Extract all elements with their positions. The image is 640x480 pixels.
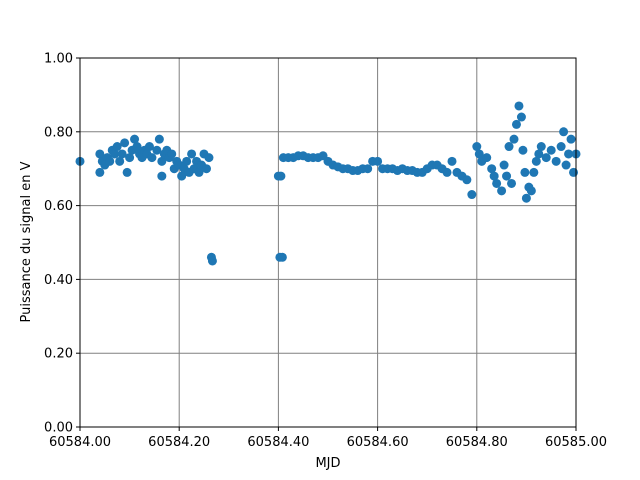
point [110,149,120,159]
point [147,153,157,163]
point [502,171,512,181]
point [442,167,452,177]
x-tick-label: 60584.00 [49,435,111,450]
point [497,186,507,196]
point [514,101,524,111]
point [204,153,214,163]
point [373,156,383,166]
x-tick-label: 60584.80 [446,435,508,450]
point [187,149,197,159]
point [472,142,482,152]
point [551,156,561,166]
point [556,142,566,152]
point [201,164,211,174]
point [157,171,167,181]
y-tick-label: 0.60 [44,199,73,214]
point [511,119,521,129]
point [509,134,519,144]
x-tick-label: 60585.00 [545,435,607,450]
point [521,193,531,203]
y-tick-label: 0.20 [44,347,73,362]
point [125,153,135,163]
y-tick-label: 0.40 [44,273,73,288]
point [447,156,457,166]
point [277,252,287,262]
y-tick-label: 0.00 [44,421,73,436]
point [487,164,497,174]
point [157,156,167,166]
point [518,145,528,155]
x-axis-label: MJD [315,456,340,471]
y-axis-label: Puissance du signal en V [19,161,34,322]
point [95,149,105,159]
point [516,112,526,122]
y-tick-label: 1.00 [44,52,73,67]
point [154,134,164,144]
point [194,167,204,177]
point [120,138,130,148]
y-tick-label: 0.80 [44,125,73,140]
point [534,149,544,159]
point [122,167,132,177]
point [507,178,517,188]
point [520,167,530,177]
point [105,156,115,166]
point [130,134,140,144]
x-tick-label: 60584.60 [347,435,409,450]
point [276,171,286,181]
point [569,167,579,177]
point [489,171,499,181]
point [115,156,125,166]
point [117,149,127,159]
x-tick-label: 60584.40 [247,435,309,450]
point [182,156,192,166]
point [559,127,569,137]
point [177,171,187,181]
point [546,145,556,155]
point [536,142,546,152]
point [132,142,142,152]
point [541,153,551,163]
point [144,142,154,152]
point [531,156,541,166]
point [564,149,574,159]
point [363,164,373,174]
point [207,256,217,266]
point [504,142,514,152]
point [467,190,477,200]
point [167,149,177,159]
point [566,134,576,144]
point [529,167,539,177]
point [474,149,484,159]
point [499,160,509,170]
point [112,142,122,152]
point [95,167,105,177]
point [462,175,472,185]
point [482,153,492,163]
point [492,178,502,188]
point [152,145,162,155]
plot-frame [79,57,577,428]
point [561,160,571,170]
x-tick-label: 60584.20 [148,435,210,450]
point [526,186,536,196]
